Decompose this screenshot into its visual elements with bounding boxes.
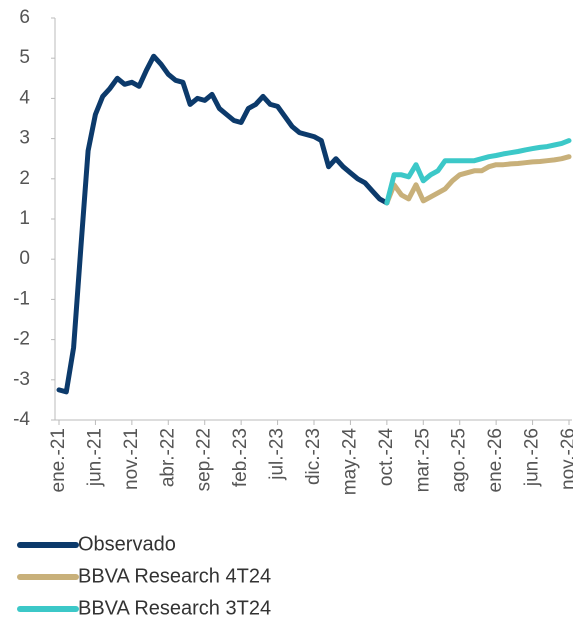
y-tick-label: 1 (19, 208, 30, 229)
x-tick-label: oct.-24 (376, 428, 397, 487)
x-tick-label: mar.-25 (412, 428, 433, 492)
series-line (56, 53, 390, 395)
x-tick-label: ene.-21 (48, 428, 69, 492)
legend-label: BBVA Research 4T24 (78, 565, 271, 587)
y-tick-label: 2 (19, 168, 30, 189)
x-tick-label: dic.-23 (303, 428, 324, 485)
y-tick-label: 6 (19, 7, 30, 28)
series-line (384, 138, 572, 206)
y-tick-label: 3 (19, 128, 30, 149)
x-tick-label: sep.-22 (194, 428, 215, 491)
x-tick-label: may.-24 (339, 428, 360, 496)
x-tick-label: jun.-21 (84, 428, 105, 487)
x-tick-label: abr.-22 (157, 428, 178, 487)
y-tick-label: -1 (13, 288, 30, 309)
y-tick-label: 4 (19, 87, 30, 108)
y-tick-label: 0 (19, 248, 30, 269)
legend-label: BBVA Research 3T24 (78, 597, 271, 619)
x-tick-label: feb.-23 (230, 428, 251, 487)
x-tick-label: ene.-26 (485, 428, 506, 492)
series-line (384, 154, 572, 206)
y-tick-label: -2 (13, 329, 30, 350)
y-tick-label: -3 (13, 369, 30, 390)
x-tick-label: ago.-25 (449, 428, 470, 492)
x-tick-label: nov.-21 (121, 428, 142, 490)
x-tick-label: jun.-26 (522, 428, 543, 487)
y-tick-label: -4 (13, 409, 30, 430)
y-tick-label: 5 (19, 47, 30, 68)
x-tick-label: jul.-23 (267, 428, 288, 481)
legend-label: Observado (78, 533, 176, 555)
x-tick-label: nov.-26 (558, 428, 573, 490)
